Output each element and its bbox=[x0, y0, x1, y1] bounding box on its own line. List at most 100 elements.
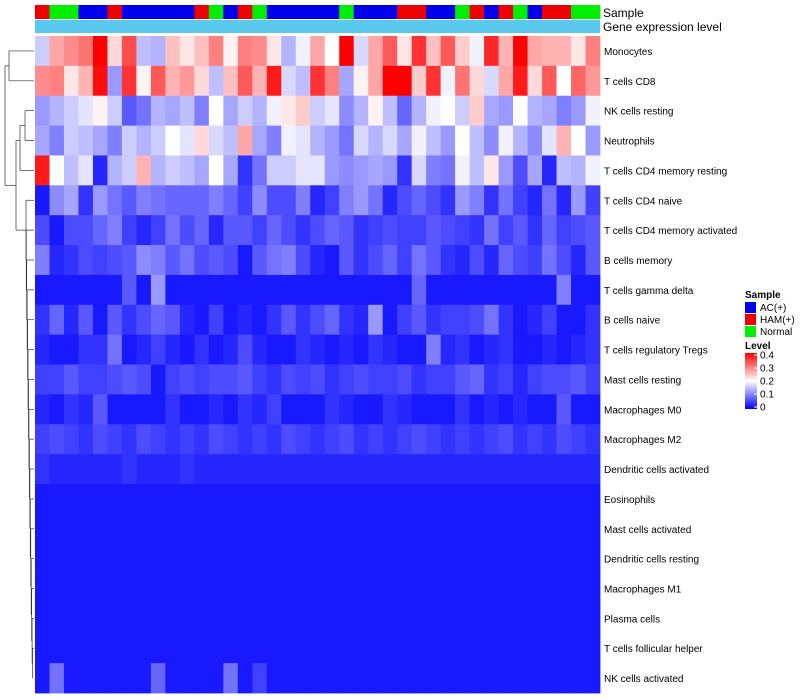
heatmap-cell bbox=[150, 304, 166, 336]
heatmap-cell bbox=[382, 95, 398, 126]
heatmap-cell bbox=[324, 245, 340, 276]
heatmap-cell bbox=[78, 573, 94, 604]
heatmap-cell bbox=[513, 36, 528, 67]
heatmap-cell bbox=[324, 95, 340, 126]
heatmap-cell bbox=[179, 394, 195, 425]
heatmap-cell bbox=[426, 424, 442, 455]
heatmap-cell bbox=[527, 304, 543, 336]
heatmap-cell bbox=[165, 573, 181, 604]
heatmap-cell bbox=[324, 215, 340, 246]
heatmap-cell bbox=[571, 125, 586, 156]
heatmap-cell bbox=[382, 245, 398, 276]
heatmap-cell bbox=[368, 125, 384, 156]
heatmap-cell bbox=[295, 65, 311, 97]
heatmap-cell bbox=[252, 633, 268, 664]
heatmap-cell bbox=[484, 304, 499, 336]
heatmap-cell bbox=[281, 274, 297, 306]
heatmap-cell bbox=[49, 424, 65, 455]
heatmap-cell bbox=[382, 364, 398, 395]
heatmap-cell bbox=[92, 543, 108, 574]
heatmap-cell bbox=[281, 185, 297, 216]
heatmap-cell bbox=[281, 543, 297, 574]
heatmap-cell bbox=[252, 573, 268, 604]
heatmap-cell bbox=[252, 603, 268, 634]
heatmap-cell bbox=[223, 364, 239, 395]
heatmap-cell bbox=[469, 65, 485, 97]
heatmap-cell bbox=[310, 513, 326, 545]
heatmap-cell bbox=[585, 125, 601, 156]
row-label: Macrophages M1 bbox=[604, 584, 682, 595]
heatmap-cell bbox=[150, 663, 166, 694]
sample-annotation-cell bbox=[527, 5, 543, 19]
heatmap-cell bbox=[469, 334, 485, 365]
heatmap-cell bbox=[527, 513, 543, 545]
heatmap-cell bbox=[165, 483, 181, 515]
heatmap-cell bbox=[440, 304, 456, 336]
heatmap-cell bbox=[63, 334, 79, 365]
heatmap-cell bbox=[469, 364, 485, 395]
heatmap-cell bbox=[150, 155, 166, 186]
heatmap-cell bbox=[252, 663, 268, 694]
heatmap-cell bbox=[339, 364, 355, 395]
heatmap-cell bbox=[63, 603, 79, 634]
row-label: Neutrophils bbox=[604, 137, 655, 148]
sample-annotation-cell bbox=[484, 5, 499, 19]
heatmap-cell bbox=[484, 36, 499, 67]
heatmap-cell bbox=[179, 663, 195, 694]
heatmap-cell bbox=[368, 155, 384, 186]
heatmap-cell bbox=[469, 573, 485, 604]
heatmap-cell bbox=[165, 185, 181, 216]
heatmap-cell bbox=[136, 543, 152, 574]
heatmap-cell bbox=[556, 483, 572, 515]
heatmap-cell bbox=[194, 95, 210, 126]
heatmap-cell bbox=[571, 364, 586, 395]
heatmap-cell bbox=[353, 185, 369, 216]
heatmap-cell bbox=[585, 633, 601, 664]
heatmap-cell bbox=[324, 364, 340, 395]
heatmap-cell bbox=[223, 663, 239, 694]
heatmap-cell bbox=[179, 573, 195, 604]
heatmap-cell bbox=[411, 185, 427, 216]
heatmap-cell bbox=[266, 125, 282, 156]
heatmap-cell bbox=[266, 573, 282, 604]
heatmap-cell bbox=[35, 245, 50, 276]
heatmap-cell bbox=[571, 633, 586, 664]
heatmap-cell bbox=[208, 155, 224, 186]
heatmap-cell bbox=[527, 543, 543, 574]
heatmap-cell bbox=[35, 633, 50, 664]
heatmap-cell bbox=[585, 424, 601, 455]
heatmap-cell bbox=[150, 394, 166, 425]
heatmap-cell bbox=[237, 603, 253, 634]
heatmap-cell bbox=[165, 424, 181, 455]
heatmap-cell bbox=[368, 95, 384, 126]
heatmap-cell bbox=[397, 215, 413, 246]
heatmap-cell bbox=[368, 454, 384, 485]
heatmap-cell bbox=[339, 274, 355, 306]
heatmap-cell bbox=[237, 513, 253, 545]
heatmap-cell bbox=[237, 304, 253, 336]
legend-swatch bbox=[745, 302, 756, 313]
heatmap-cell bbox=[368, 394, 384, 425]
heatmap-cell bbox=[223, 65, 239, 97]
heatmap-cell bbox=[208, 36, 224, 67]
heatmap-cell bbox=[49, 663, 65, 694]
heatmap-cell bbox=[310, 36, 326, 67]
heatmap-cell bbox=[411, 125, 427, 156]
heatmap-cell bbox=[150, 543, 166, 574]
heatmap-cell bbox=[353, 543, 369, 574]
heatmap-cell bbox=[382, 304, 398, 336]
heatmap-cell bbox=[121, 36, 137, 67]
heatmap-cell bbox=[513, 543, 528, 574]
heatmap-cell bbox=[556, 274, 572, 306]
heatmap-cell bbox=[571, 603, 586, 634]
heatmap-cell bbox=[150, 185, 166, 216]
heatmap-cell bbox=[179, 633, 195, 664]
heatmap-cell bbox=[513, 454, 528, 485]
heatmap-cell bbox=[179, 424, 195, 455]
heatmap-cell bbox=[585, 364, 601, 395]
heatmap-cell bbox=[411, 334, 427, 365]
sample-annotation-cell bbox=[208, 5, 224, 19]
heatmap-cell bbox=[513, 663, 528, 694]
heatmap-cell bbox=[35, 36, 50, 67]
heatmap-cell bbox=[295, 304, 311, 336]
